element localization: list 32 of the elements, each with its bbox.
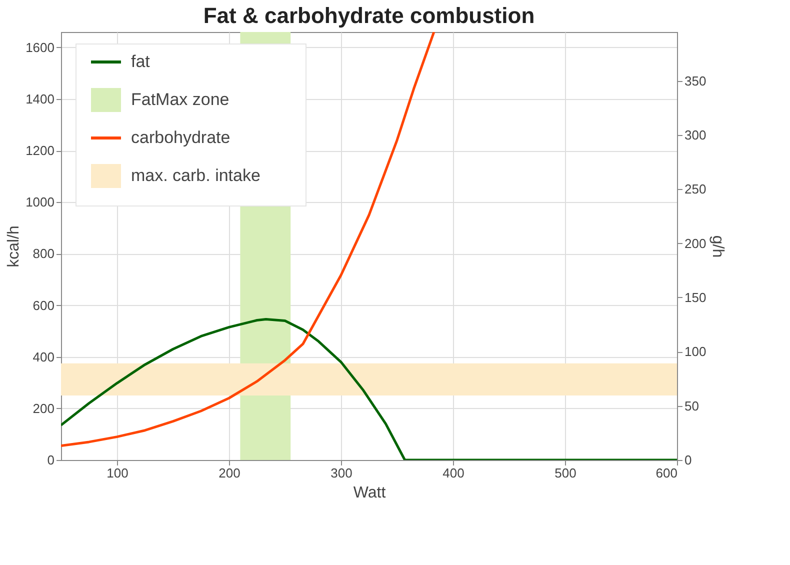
y-tick-label: 600: [32, 298, 54, 313]
band-label: FatMax zone: [131, 90, 230, 109]
legend-label: max. carb. intake: [131, 166, 260, 185]
x-axis-title: Watt: [353, 484, 386, 502]
y-tick-label: 400: [32, 349, 54, 364]
y-tick-label: 1000: [26, 194, 54, 210]
x-tick-label: 300: [330, 466, 352, 480]
y2-tick-label: 50: [684, 398, 699, 414]
y2-tick-label: 150: [684, 290, 706, 305]
y-tick-label: 200: [32, 400, 54, 416]
x-tick-label: 100: [106, 466, 128, 480]
y-tick-label: 1600: [26, 40, 54, 55]
legend-label: fat: [131, 52, 150, 71]
x-tick-label: 400: [442, 466, 464, 480]
y2-tick-label: 0: [684, 452, 692, 468]
legend-label: carbohydrate: [131, 128, 230, 147]
x-tick-label: 200: [218, 466, 240, 480]
y2-tick-label: 350: [684, 73, 706, 88]
y2-tick-label: 100: [684, 344, 706, 360]
line-series: [61, 32, 436, 448]
y2-tick-label: 200: [684, 236, 706, 251]
y-tick-label: 0: [47, 452, 54, 468]
x-tick-label: 600: [656, 466, 678, 480]
y2-tick-label: 250: [684, 182, 706, 197]
y-tick-label: 1200: [26, 143, 54, 158]
x-tick-label: 500: [554, 466, 576, 480]
chart-title: Fat & carbohydrate combustion: [203, 3, 535, 28]
y2-axis-title: g/h: [709, 235, 726, 258]
y2-tick-label: 300: [684, 127, 706, 142]
y-axis-title: kcal/h: [6, 226, 23, 268]
y-tick-label: 800: [32, 246, 54, 262]
y-tick-label: 1400: [26, 92, 54, 107]
